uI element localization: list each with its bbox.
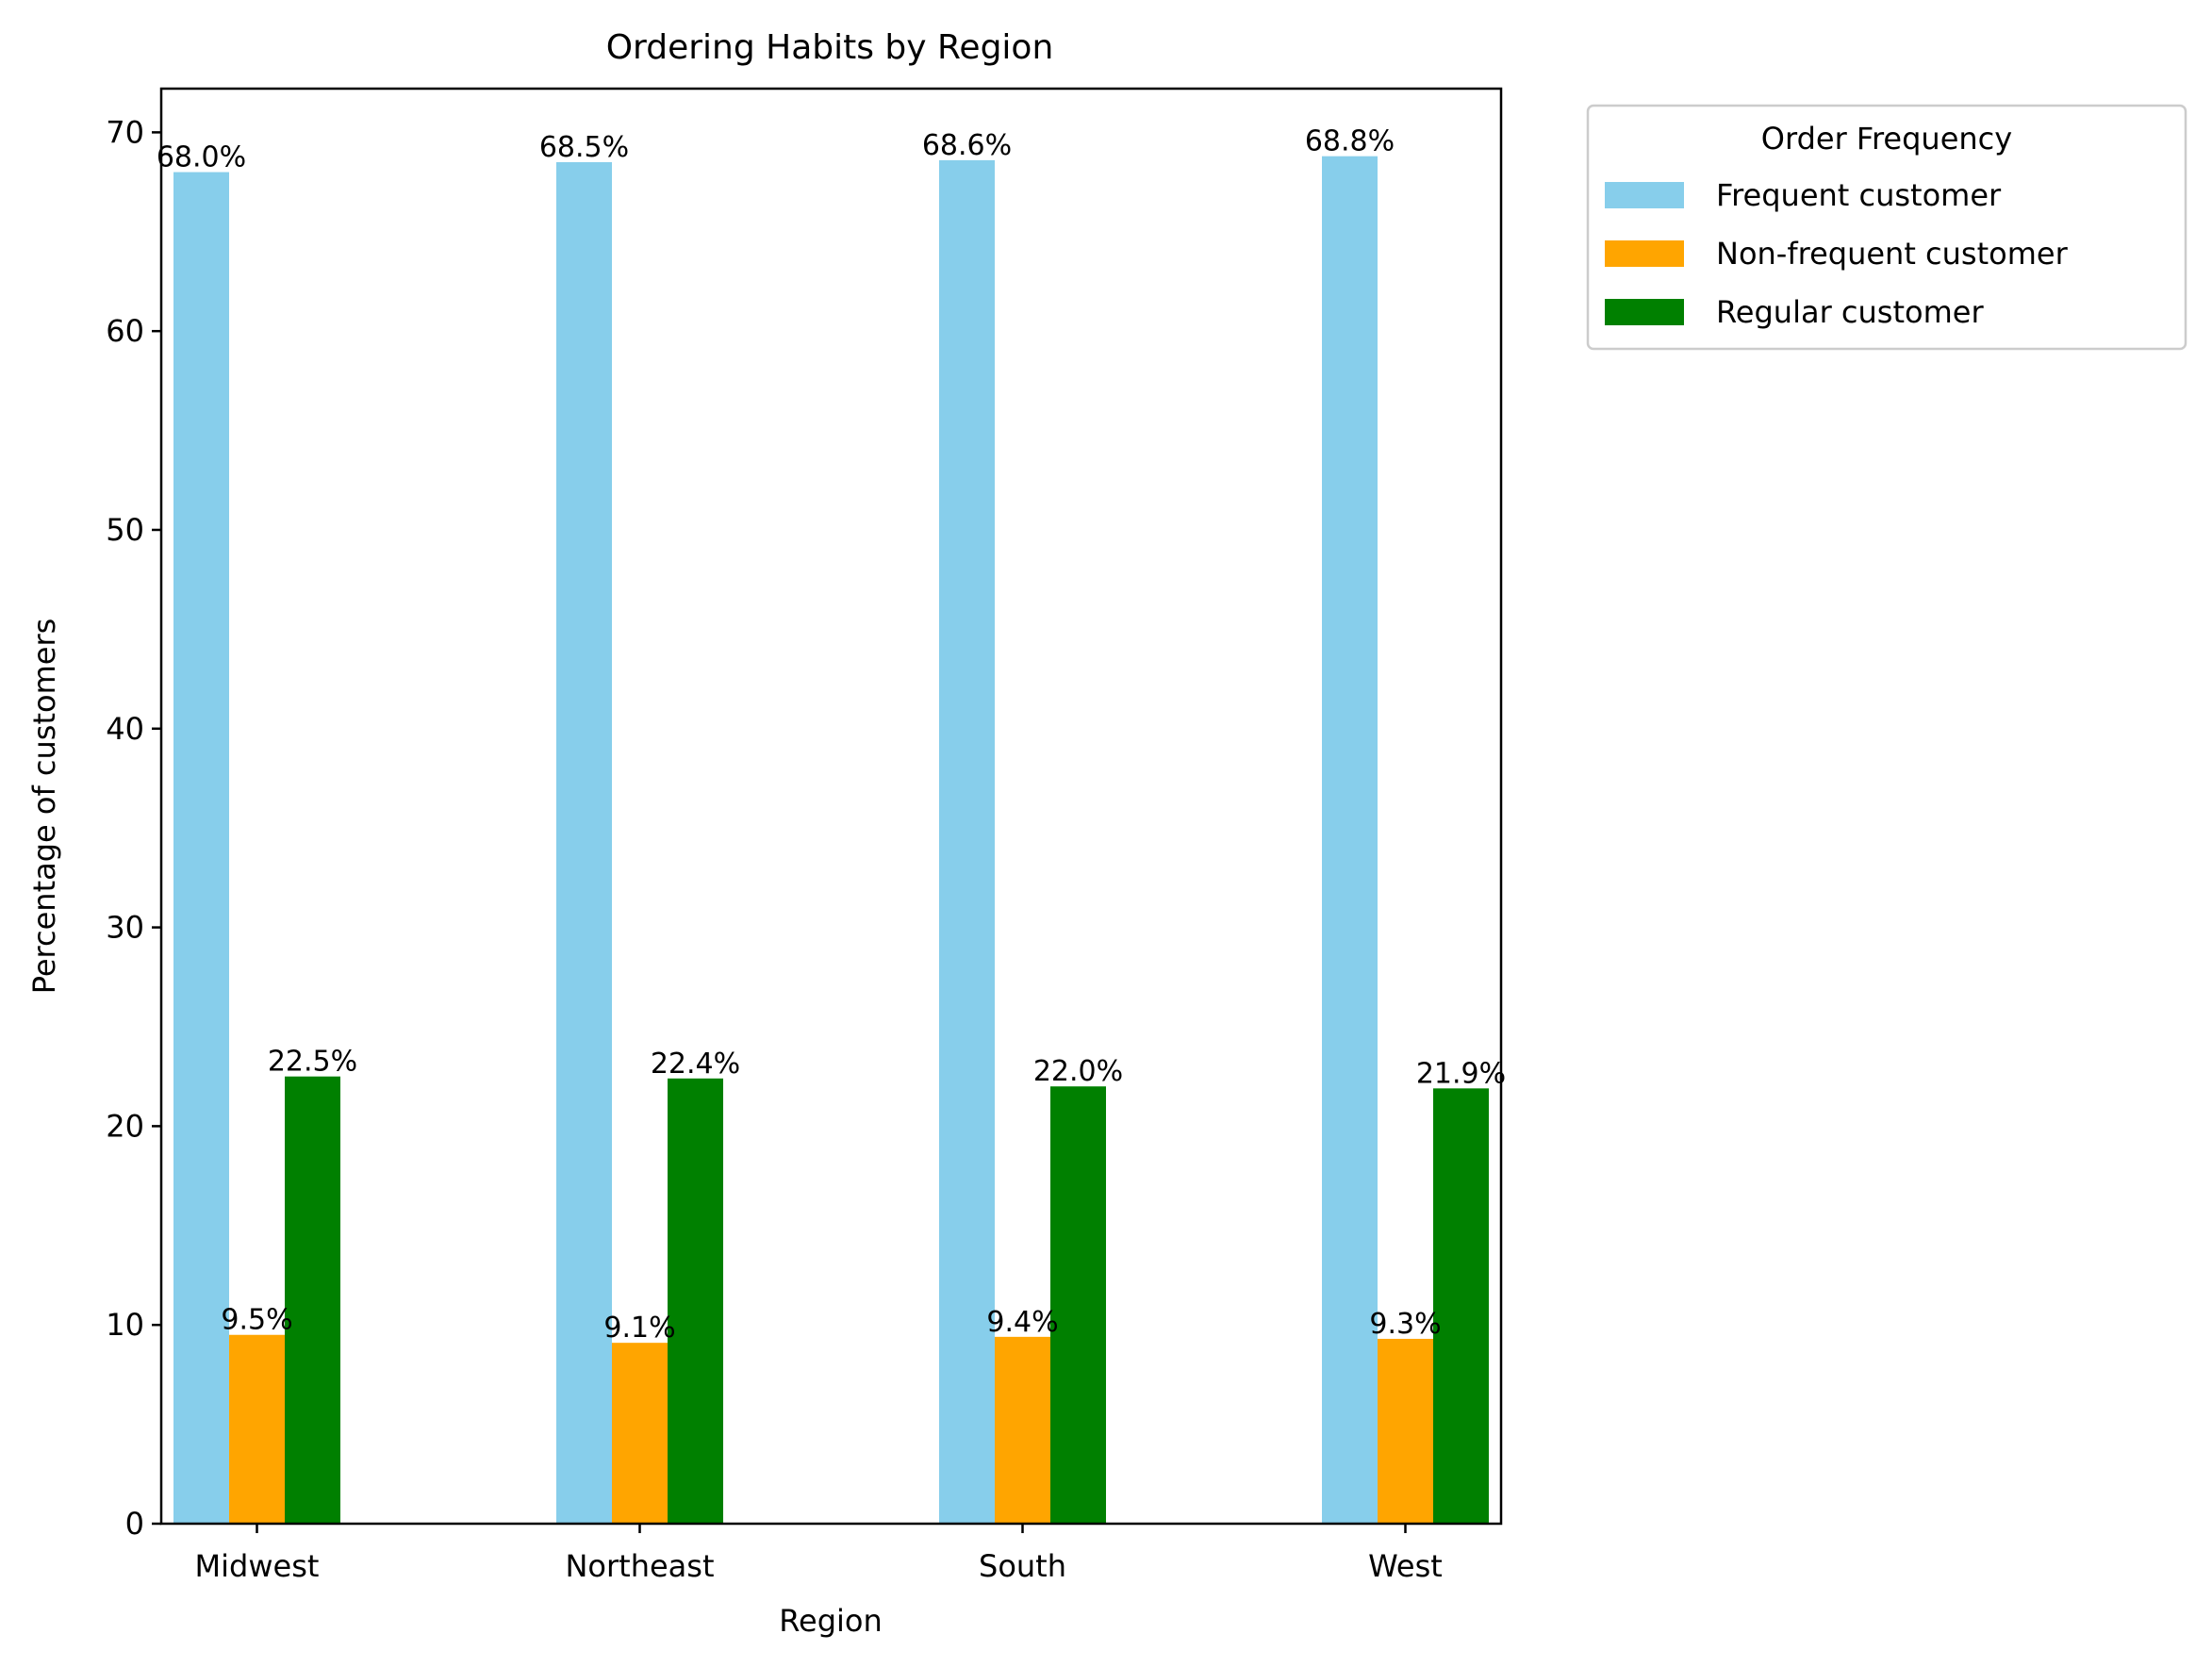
bar-non-frequent-customer-south [995, 1336, 1050, 1524]
data-label: 68.5% [539, 131, 629, 164]
bar-regular-customer-northeast [668, 1078, 723, 1524]
bar-frequent-customer-west [1322, 156, 1378, 1525]
x-tick-label: South [979, 1548, 1066, 1584]
bar-frequent-customer-midwest [173, 172, 229, 1525]
data-label: 9.4% [986, 1306, 1058, 1339]
data-label: 22.0% [1033, 1055, 1123, 1088]
legend-swatch [1605, 240, 1684, 267]
bar-regular-customer-south [1050, 1086, 1106, 1524]
y-tick-label: 10 [106, 1307, 144, 1343]
data-label: 22.5% [268, 1046, 357, 1079]
plot-area: 68.0% 68.5% 68.6% 68.8% 9.5% 9.1% 9.4% 9.3% 22.5… [157, 87, 1506, 1526]
data-label: 22.4% [651, 1048, 740, 1081]
y-tick-label: 50 [106, 512, 144, 548]
data-labels: 68.0% 68.5% 68.6% 68.8% 9.5% 9.1% 9.4% 9.3% 22.5… [157, 125, 1506, 1345]
legend-frame [1586, 104, 2187, 351]
data-label: 68.8% [1305, 125, 1395, 158]
axes-frame [159, 87, 1503, 1526]
legend-items: Frequent customer Non-frequent customer Re… [1605, 177, 2069, 330]
data-label: 68.6% [922, 129, 1012, 162]
y-tick-label: 20 [106, 1108, 144, 1144]
bar-regular-customer-west [1433, 1088, 1489, 1524]
y-tick-label: 0 [125, 1506, 144, 1542]
legend-swatch [1605, 299, 1684, 325]
bar-frequent-customer-northeast [556, 161, 612, 1525]
legend: Order Frequency Frequent customer Non-fre… [1586, 104, 2187, 351]
data-label: 9.3% [1369, 1308, 1441, 1341]
legend-title: Order Frequency [1761, 121, 2012, 157]
bar-non-frequent-customer-west [1378, 1338, 1433, 1524]
x-axis: Midwest Northeast South West [195, 1524, 1443, 1584]
x-axis-label: Region [779, 1603, 883, 1639]
data-label: 9.5% [221, 1304, 292, 1337]
x-tick-label: West [1368, 1548, 1443, 1584]
data-label: 9.1% [603, 1312, 675, 1345]
bars [173, 156, 1489, 1525]
y-axis: 0 10 20 30 40 50 60 70 [106, 114, 161, 1542]
legend-label: Regular customer [1716, 294, 1984, 330]
y-axis-label: Percentage of customers [26, 619, 62, 995]
y-tick-label: 70 [106, 114, 144, 150]
y-tick-label: 30 [106, 910, 144, 946]
y-tick-label: 40 [106, 711, 144, 747]
bar-regular-customer-midwest [285, 1076, 340, 1524]
legend-label: Non-frequent customer [1716, 236, 2069, 272]
bar-non-frequent-customer-northeast [612, 1343, 668, 1524]
y-tick-label: 60 [106, 313, 144, 349]
legend-swatch [1605, 182, 1684, 208]
x-tick-label: Northeast [565, 1548, 714, 1584]
data-label: 68.0% [157, 141, 246, 174]
bar-non-frequent-customer-midwest [229, 1334, 285, 1524]
data-label: 21.9% [1416, 1057, 1506, 1090]
chart-title: Ordering Habits by Region [606, 28, 1054, 67]
x-tick-label: Midwest [195, 1548, 320, 1584]
bar-frequent-customer-south [939, 159, 995, 1525]
legend-label: Frequent customer [1716, 177, 2002, 213]
